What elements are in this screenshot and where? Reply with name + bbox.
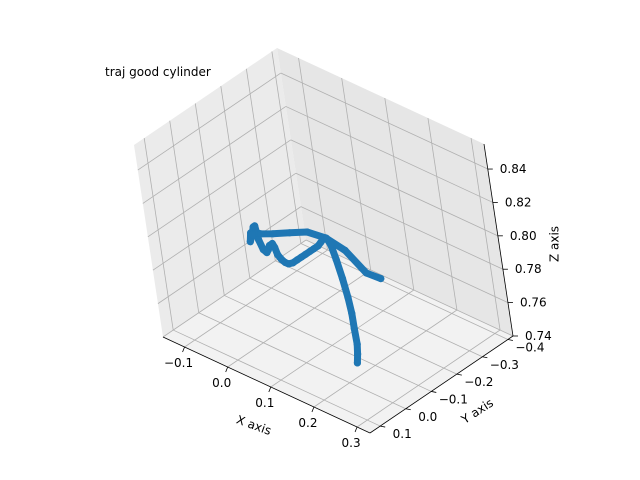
y-grid-wall [271,51,302,244]
x-tick-label: −0.1 [164,356,193,370]
x-tick-mark [182,346,185,353]
y-grid-floor [224,295,432,392]
z-grid-back [295,172,504,270]
z-grid-back [285,106,493,203]
z-grid-left [147,139,292,238]
y-tick-label: −0.1 [439,392,468,406]
y-tick-mark [380,425,386,428]
z-tick-label: 0.80 [510,229,537,243]
y-tick-label: −0.4 [515,340,544,354]
z-grid-left [152,172,297,271]
trajectory-point [353,340,361,348]
trajectory-point [354,350,362,358]
trajectory-point [350,325,358,333]
x-tick-label: 0.0 [212,376,231,390]
z-grid-back [305,239,514,337]
trajectory-point [353,359,361,367]
x-grid-wall [427,117,458,311]
z-axis-line [483,143,514,337]
trajectory-point [286,229,294,237]
x-grid-floor [356,329,501,428]
trajectory-point [323,234,331,242]
y-tick-label: 0.0 [418,410,437,424]
y-grid-wall [245,68,276,261]
y-tick-label: −0.3 [490,358,519,372]
trajectory-point [348,309,356,317]
y-grid-floor [275,260,483,358]
x-tick-mark [354,426,358,433]
left-wall-pane [134,48,306,337]
trajectory-point [251,222,259,230]
z-grid-left [137,72,282,171]
trajectory-point [271,243,279,251]
trajectory-point [303,228,311,236]
tick-marks: −0.10.00.10.20.3−0.4−0.3−0.2−0.10.00.10.… [164,162,552,450]
y-grid-wall [220,86,251,279]
y-tick-mark [431,391,437,393]
back-wall-pane [277,48,513,336]
x-grid-floor [313,309,458,408]
y-tick-mark [507,339,513,341]
x-tick-mark [225,366,229,373]
trajectory-point [332,255,340,264]
x-tick-label: 0.3 [342,436,361,450]
y-grid-floor [173,329,381,427]
trajectory-point [362,269,370,277]
z-tick-label: 0.76 [520,296,547,310]
axes [162,143,514,434]
x-grid-floor [184,249,328,348]
z-tick-label: 0.84 [500,162,527,176]
z-tick-label: 0.78 [515,262,542,276]
axes-panes [134,48,513,433]
x-grid-wall [470,137,501,331]
z-tick-label: 0.74 [525,329,552,343]
z-grid-left [142,106,287,204]
trajectory-point [246,238,254,246]
z-grid-back [290,139,499,237]
z-axis-label: Z axis [548,226,562,262]
x-axis-label: X axis [235,412,274,437]
y-tick-mark [482,356,488,359]
y-grid-floor [198,312,406,410]
data-series [246,222,385,367]
z-grid-back [280,72,488,170]
x-tick-mark [311,406,315,413]
y-axis-line [369,335,514,434]
y-tick-label: −0.2 [464,375,493,389]
x-axis-line [162,336,371,434]
trajectory-point [338,275,347,283]
y-tick-mark [405,408,411,411]
x-grid-floor [270,289,415,388]
x-tick-label: 0.1 [255,396,274,410]
y-grid-wall [194,103,225,296]
floor-pane [163,240,513,433]
trajectory-point [248,231,256,239]
x-grid-wall [384,97,415,291]
y-grid-wall [143,138,174,331]
trajectory-point [377,275,385,283]
z-tick-label: 0.82 [505,195,532,209]
x-tick-label: 0.2 [298,416,317,430]
y-tick-label: 0.1 [393,427,412,441]
z-grid-back [300,206,509,303]
y-tick-mark [456,373,462,376]
y-grid-wall [169,120,200,313]
trajectory-point [257,230,265,238]
trajectory-point [344,294,352,302]
x-grid-wall [298,57,328,251]
trajectory-point [255,236,263,244]
z-grid-left [157,206,302,304]
x-grid-wall [341,77,372,271]
trajectory-point [269,230,277,238]
trajectory-point [327,241,335,249]
x-tick-mark [268,386,272,393]
trajectory-point [341,246,349,255]
chart-title: traj good cylinder [105,65,211,79]
